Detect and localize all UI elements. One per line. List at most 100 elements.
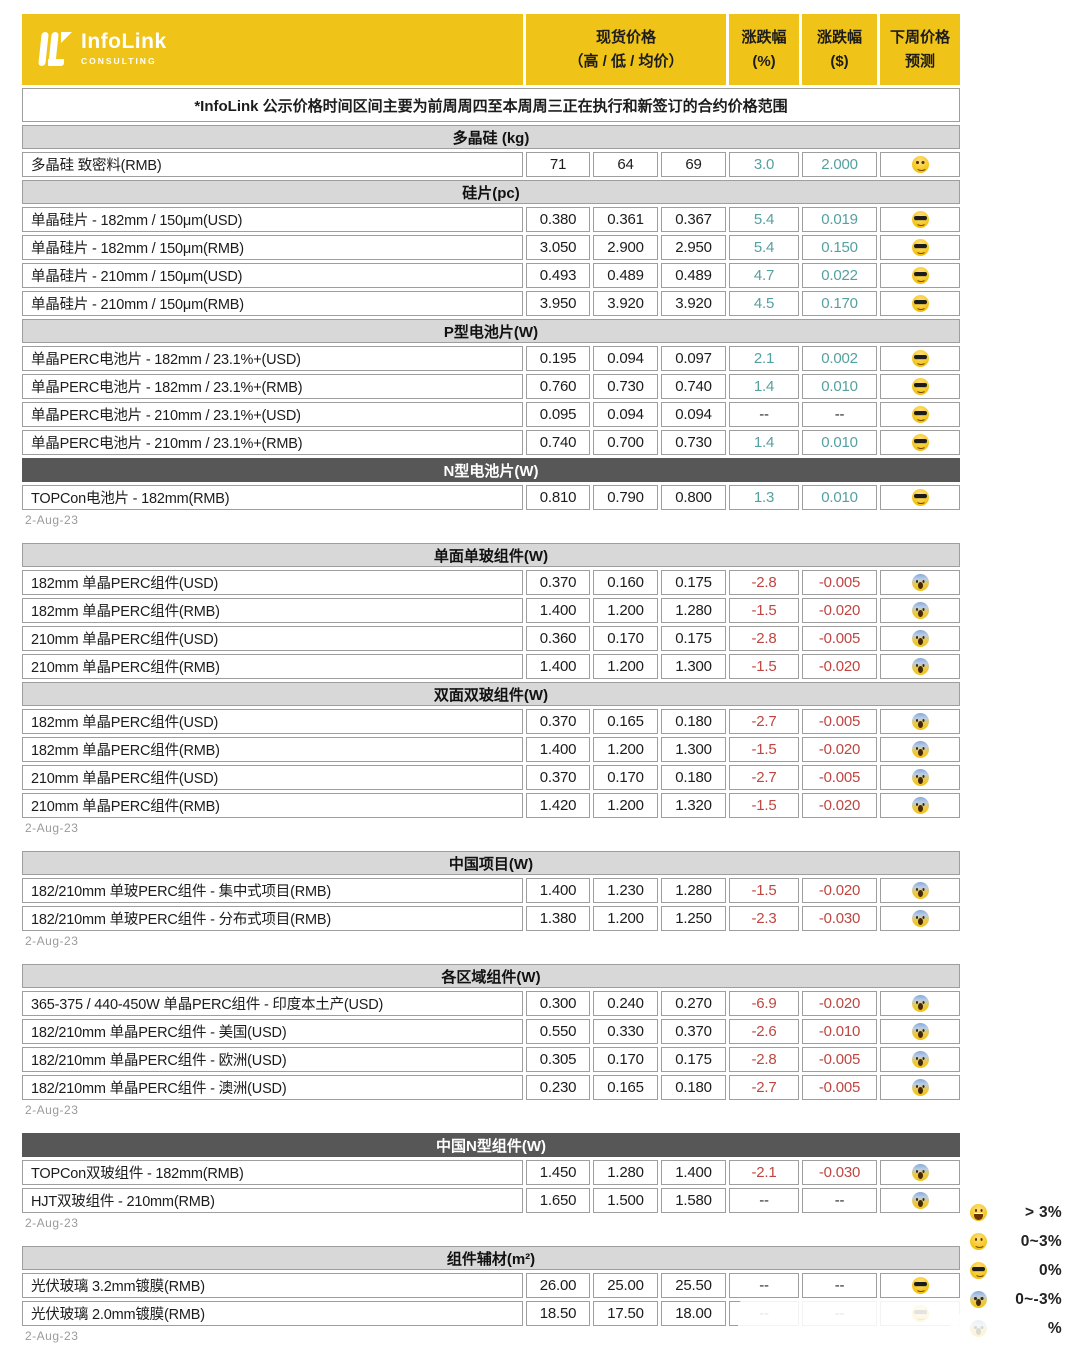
forecast-cell [880,793,960,818]
product-label-cell: 182mm 单晶PERC组件(USD) [22,570,523,595]
date-stamp: 2-Aug-23 [25,513,79,527]
change-pct-cell: -2.7 [729,765,799,790]
forecast-cell [880,709,960,734]
legend-label: 0% [1038,1261,1062,1279]
table-row: 单晶硅片 - 210mm / 150μm(USD) 0.493 0.489 0.489… [22,263,960,288]
product-label-cell: 单晶硅片 - 182mm / 150μm(RMB) [22,235,523,260]
product-label-cell: 182mm 单晶PERC组件(USD) [22,709,523,734]
date-stamp: 2-Aug-23 [25,934,79,948]
column-header-change-usd: 涨跌幅 ($) [802,14,877,85]
section-header: 硅片(pc) [22,180,960,204]
legend-label: 0~3% [1020,1232,1062,1250]
change-pct-cell: -1.5 [729,737,799,762]
price-high-cell: 0.550 [526,1019,590,1044]
price-high-cell: 1.400 [526,737,590,762]
product-label-cell: HJT双玻组件 - 210mm(RMB) [22,1188,523,1213]
change-usd-cell: -- [802,1273,877,1298]
change-pct-cell: -2.8 [729,626,799,651]
product-label-cell: 210mm 单晶PERC组件(RMB) [22,654,523,679]
scream-face-icon [911,574,929,591]
spot-price-subtitle: （高 / 低 / 均价） [568,52,684,70]
product-label-cell: TOPCon双玻组件 - 182mm(RMB) [22,1160,523,1185]
brand-tagline: CONSULTING [81,55,157,66]
price-high-cell: 1.420 [526,793,590,818]
section-header: P型电池片(W) [22,319,960,343]
price-avg-cell: 1.300 [661,737,726,762]
scream-face-icon [911,769,929,786]
brand-logo: InfoLink CONSULTING [22,14,523,85]
change-usd-cell: 0.010 [802,374,877,399]
table-row: 182/210mm 单玻PERC组件 - 集中式项目(RMB) 1.400 1.23… [22,878,960,903]
section-header: 中国N型组件(W) [22,1133,960,1157]
change-pct-cell: -2.1 [729,1160,799,1185]
table-row: 210mm 单晶PERC组件(USD) 0.360 0.170 0.175 -2.8 -0… [22,626,960,651]
price-avg-cell: 0.730 [661,430,726,455]
product-label-cell: 210mm 单晶PERC组件(RMB) [22,793,523,818]
forecast-cell [880,430,960,455]
change-pct-cell: -1.5 [729,654,799,679]
product-label-cell: 182mm 单晶PERC组件(RMB) [22,598,523,623]
table-row: TOPCon双玻组件 - 182mm(RMB) 1.450 1.280 1.400 -2… [22,1160,960,1185]
product-label-cell: 182/210mm 单晶PERC组件 - 欧洲(USD) [22,1047,523,1072]
price-table: InfoLink CONSULTING 现货价格 （高 / 低 / 均价） 涨跌… [22,14,960,1359]
product-label-cell: 单晶PERC电池片 - 210mm / 23.1%+(RMB) [22,430,523,455]
price-high-cell: 0.230 [526,1075,590,1100]
price-avg-cell: 0.489 [661,263,726,288]
price-avg-cell: 1.300 [661,654,726,679]
smile-face-icon [970,1233,987,1250]
price-avg-cell: 25.50 [661,1273,726,1298]
price-low-cell: 0.170 [593,765,658,790]
change-pct-cell: -- [729,1188,799,1213]
price-high-cell: 0.370 [526,570,590,595]
price-low-cell: 0.170 [593,626,658,651]
change-usd-cell: -0.020 [802,598,877,623]
table-row: 182/210mm 单玻PERC组件 - 分布式项目(RMB) 1.380 1.20… [22,906,960,931]
forecast-cell [880,906,960,931]
cool-face-icon [970,1262,987,1279]
price-period-note: *InfoLink 公示价格时间区间主要为前周周四至本周周三正在执行和新签订的合… [22,88,960,122]
price-high-cell: 0.493 [526,263,590,288]
table-row: 单晶硅片 - 182mm / 150μm(RMB) 3.050 2.900 2.950… [22,235,960,260]
product-label-cell: 光伏玻璃 3.2mm镀膜(RMB) [22,1273,523,1298]
forecast-cell [880,263,960,288]
infolink-logo-icon [38,30,72,70]
price-high-cell: 0.370 [526,709,590,734]
forecast-cell [880,626,960,651]
cool-face-icon [911,1277,929,1294]
forecast-cell [880,374,960,399]
price-high-cell: 0.305 [526,1047,590,1072]
change-usd-cell: 0.150 [802,235,877,260]
forecast-cell [880,598,960,623]
product-label-cell: 182/210mm 单晶PERC组件 - 美国(USD) [22,1019,523,1044]
change-pct-cell: -6.9 [729,991,799,1016]
change-pct-cell: 5.4 [729,235,799,260]
price-low-cell: 1.500 [593,1188,658,1213]
change-pct-cell: 3.0 [729,152,799,177]
product-label-cell: 210mm 单晶PERC组件(USD) [22,626,523,651]
change-pct-cell: -1.5 [729,793,799,818]
price-high-cell: 71 [526,152,590,177]
section-header: 组件辅材(m²) [22,1246,960,1270]
change-pct-cell: -1.5 [729,598,799,623]
change-usd-cell: -0.005 [802,570,877,595]
forecast-cell [880,1075,960,1100]
change-pct-cell: -- [729,402,799,427]
forecast-cell [880,1273,960,1298]
price-avg-cell: 1.280 [661,598,726,623]
scream-face-icon [911,602,929,619]
price-low-cell: 0.330 [593,1019,658,1044]
price-avg-cell: 3.920 [661,291,726,316]
price-high-cell: 26.00 [526,1273,590,1298]
cool-face-icon [911,211,929,228]
price-avg-cell: 0.094 [661,402,726,427]
price-avg-cell: 0.740 [661,374,726,399]
change-usd-cell: -0.020 [802,793,877,818]
price-high-cell: 3.050 [526,235,590,260]
price-avg-cell: 0.367 [661,207,726,232]
forecast-cell [880,1019,960,1044]
change-usd-cell: -0.005 [802,709,877,734]
forecast-cell [880,291,960,316]
change-usd-title: 涨跌幅 [816,29,862,47]
change-pct-cell: 2.1 [729,346,799,371]
